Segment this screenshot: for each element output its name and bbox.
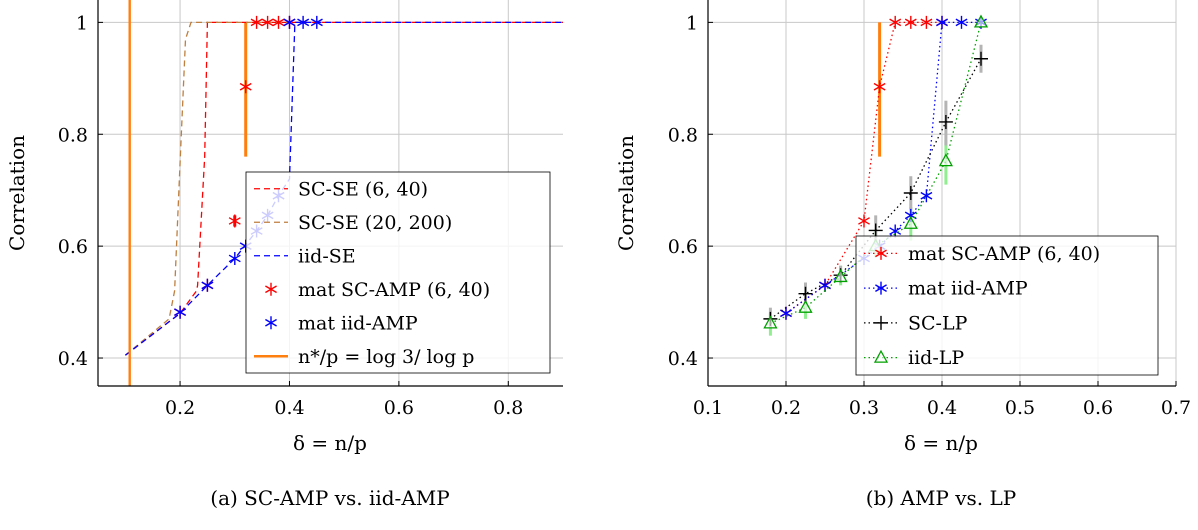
legend-label: mat iid-AMP: [908, 278, 1028, 300]
panel-a-caption: (a) SC-AMP vs. iid-AMP: [210, 486, 449, 510]
legend-box: [855, 235, 1159, 376]
y-tick-label: 0.6: [668, 236, 698, 258]
legend-item: n*/p = log 3/ log p: [254, 346, 474, 368]
panel-b-caption: (b) AMP vs. LP: [866, 486, 1017, 510]
y-tick-label: 0.8: [58, 124, 88, 146]
series-sc-lp-point: [868, 223, 883, 238]
legend-label: mat iid-AMP: [298, 312, 418, 334]
panel-a-xlabel: δ = n/p: [293, 431, 367, 455]
series-mat-iid-amp-point: [310, 15, 323, 29]
panel-b-plot-area: [763, 14, 989, 336]
series-mat-iid-amp-point: [228, 252, 241, 265]
y-tick-label: 1: [76, 12, 88, 34]
series-sc-lp-point: [974, 51, 988, 66]
series-iid-lp-point: [903, 215, 918, 229]
y-tick-label: 0.4: [668, 348, 698, 370]
x-tick-label: 0.5: [1005, 397, 1035, 419]
series-iid-lp-point: [798, 299, 813, 313]
legend-swatch-marker: [873, 349, 889, 363]
x-tick-label: 0.4: [927, 397, 957, 419]
legend-swatch-marker: [875, 246, 887, 260]
series-mat-sc-amp-6-40-point: [858, 214, 870, 228]
series-mat-sc-amp-6-40-point: [873, 80, 886, 94]
panel-b-xlabel: δ = n/p: [904, 431, 978, 455]
legend-item: SC-SE (6, 40): [254, 178, 428, 200]
legend-label: mat SC-AMP (6, 40): [298, 279, 490, 301]
legend-item: mat SC-AMP (6, 40): [265, 279, 490, 301]
series-mat-sc-amp-6-40-point: [261, 15, 274, 29]
y-tick-label: 0.6: [58, 236, 88, 258]
panel-a-ylabel: Correlation: [5, 135, 29, 251]
legend-swatch-marker: [874, 315, 888, 330]
series-mat-iid-amp-point: [780, 306, 792, 320]
panel-a-axes: [97, 0, 563, 387]
series-sc-lp-point: [798, 286, 813, 301]
y-tick-label: 0.4: [58, 348, 88, 370]
x-tick-label: 0.2: [165, 397, 195, 419]
panel-b-axes: [707, 0, 1177, 387]
x-tick-label: 0.6: [1083, 397, 1113, 419]
series-mat-iid-amp-point: [297, 15, 310, 29]
legend-label: SC-SE (20, 200): [298, 212, 452, 234]
panel-b: 0.1 0.2 0.3 0.4 0.5 0.6 0.70.40.60.81 δ = n/p …: [614, 0, 1191, 510]
legend-label: iid-SE: [298, 245, 356, 267]
legend-label: mat SC-AMP (6, 40): [908, 243, 1100, 265]
legend-item: SC-LP: [864, 312, 968, 334]
series-mat-iid-amp-point: [201, 278, 214, 292]
series-mat-sc-amp-6-40-point: [239, 80, 252, 94]
y-tick-label: 0.8: [668, 124, 698, 146]
series-sc-se-20-200-line: [124, 21, 563, 356]
legend-box: [245, 171, 551, 374]
x-tick-label: 0.2: [771, 397, 801, 419]
x-tick-label: 0.6: [384, 397, 414, 419]
legend-label: n*/p = log 3/ log p: [298, 346, 474, 368]
series-mat-iid-amp-point: [174, 305, 187, 319]
panel-b-ylabel: Correlation: [614, 135, 638, 251]
series-mat-iid-amp-point: [955, 15, 968, 29]
x-tick-label: 0.7: [1161, 397, 1191, 419]
series-sc-lp-point: [903, 186, 918, 200]
legend-swatch-marker: [265, 316, 277, 330]
series-mat-iid-amp-point: [920, 189, 933, 203]
legend-item: iid-SE: [254, 245, 356, 267]
series-mat-sc-amp-6-40-point: [920, 15, 933, 29]
series-iid-lp-point: [833, 269, 848, 283]
panel-a-tick-labels: 0.2 0.4 0.6 0.8 0.4 0.6 0.8 1: [58, 12, 524, 419]
series-iid-lp-point: [763, 315, 778, 329]
series-mat-iid-amp-point: [936, 15, 948, 29]
panel-a: 0.2 0.4 0.6 0.8 0.4 0.6 0.8 1 δ = n/p Correlati…: [5, 0, 563, 510]
x-tick-label: 0.4: [274, 397, 304, 419]
legend-label: iid-LP: [908, 347, 964, 369]
series-mat-sc-amp-6-40-point: [889, 15, 902, 29]
series-sc-lp-point: [938, 114, 953, 129]
panel-a-legend: SC-SE (6, 40) SC-SE (20, 200) iid-SE mat SC…: [245, 171, 551, 374]
panel-b-legend: mat SC-AMP (6, 40) mat iid-AMP SC-LP iid-LP: [855, 235, 1159, 376]
legend-item: iid-LP: [864, 347, 964, 369]
x-tick-label: 0.8: [493, 397, 523, 419]
legend-label: SC-SE (6, 40): [298, 178, 428, 200]
x-tick-label: 0.1: [693, 397, 723, 419]
legend-item: SC-SE (20, 200): [254, 212, 452, 234]
series-iid-lp-point: [973, 14, 989, 28]
y-tick-label: 1: [686, 12, 698, 34]
series-mat-sc-amp-6-40-point: [228, 214, 241, 228]
series-mat-sc-amp-6-40-point: [272, 15, 285, 29]
legend-item: mat iid-AMP: [864, 278, 1028, 300]
series-mat-sc-amp-6-40-point: [250, 15, 263, 29]
legend-item: mat iid-AMP: [265, 312, 418, 334]
series-mat-iid-amp-point: [283, 15, 296, 29]
legend-label: SC-LP: [908, 312, 968, 334]
legend-item: mat SC-AMP (6, 40): [864, 243, 1100, 265]
panel-b-tick-labels: 0.1 0.2 0.3 0.4 0.5 0.6 0.7 0.4 0.6 0.8 1: [668, 12, 1191, 419]
legend-swatch-marker: [875, 281, 887, 295]
series-mat-iid-amp-point: [819, 278, 831, 292]
series-mat-iid-amp-point: [889, 224, 902, 238]
series-iid-lp-point: [938, 153, 953, 167]
series-mat-sc-amp-6-40-point: [904, 15, 917, 29]
legend-swatch-marker: [265, 282, 277, 296]
x-tick-label: 0.3: [849, 397, 879, 419]
